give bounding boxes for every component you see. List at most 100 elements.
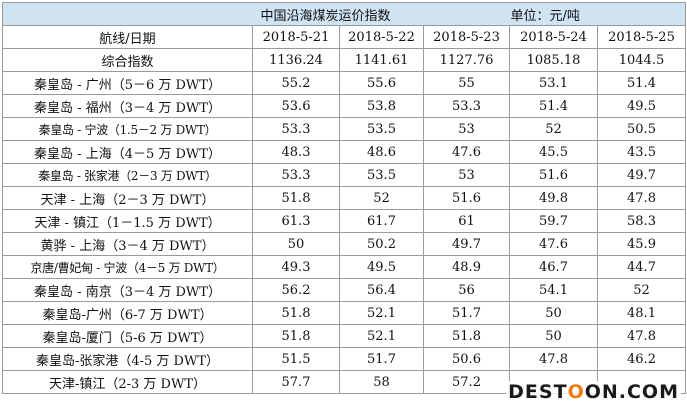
- rate-value: 50: [509, 324, 598, 348]
- route-name: 秦皇岛 - 南京（3－4 万 DWT）: [2, 278, 253, 302]
- table-title: 中国沿海煤炭运价指数: [260, 8, 391, 24]
- table-row: 秦皇岛 - 上海（4－5 万 DWT） 48.3 48.6 47.6 45.5 …: [2, 140, 686, 164]
- rate-value: 53.3: [423, 94, 510, 118]
- route-name: 天津-镇江（2-3 万 DWT）: [2, 370, 253, 394]
- rate-value: 52: [597, 278, 686, 302]
- rate-value: 50.6: [423, 347, 510, 371]
- rate-value: 51.6: [423, 186, 510, 210]
- rate-value: 61.3: [252, 209, 340, 233]
- rate-value: 55.6: [339, 71, 424, 95]
- route-name: 秦皇岛 - 上海（4－5 万 DWT）: [2, 140, 253, 164]
- route-name: 秦皇岛-广州（6-7 万 DWT）: [2, 301, 253, 325]
- rate-value: 46.7: [509, 255, 598, 279]
- rate-value: 51.5: [252, 347, 340, 371]
- rate-value: 49.3: [252, 255, 340, 279]
- unit-label: 单位：元/吨: [510, 8, 580, 24]
- rate-value: 52.1: [339, 301, 424, 325]
- header-row: 航线/日期 2018-5-21 2018-5-22 2018-5-23 2018…: [2, 25, 686, 49]
- rate-value: 53.5: [339, 163, 424, 187]
- composite-index-value: 1085.18: [509, 48, 598, 72]
- rate-value: 47.8: [597, 186, 686, 210]
- rate-value: 51.7: [339, 347, 424, 371]
- route-name: 秦皇岛 - 广州（5－6 万 DWT）: [2, 71, 253, 95]
- rate-value: 48.3: [252, 140, 340, 164]
- rate-value: 58.3: [597, 209, 686, 233]
- route-name: 天津 - 镇江（1－1.5 万 DWT）: [2, 209, 253, 233]
- rate-value: 52: [339, 186, 424, 210]
- route-name: 天津 - 上海（2－3 万 DWT）: [2, 186, 253, 210]
- rate-value: 53.6: [252, 94, 340, 118]
- rate-value: 51.6: [509, 163, 598, 187]
- rate-value: 49.7: [423, 232, 510, 256]
- date-header: 2018-5-22: [339, 25, 424, 49]
- rate-value: 45.9: [597, 232, 686, 256]
- title-cell: 中国沿海煤炭运价指数 单位：元/吨: [252, 2, 686, 26]
- rate-value: 53: [423, 163, 510, 187]
- rate-value: 49.8: [509, 186, 598, 210]
- composite-index-value: 1127.76: [423, 48, 510, 72]
- rate-value: 55: [423, 71, 510, 95]
- composite-index-value: 1136.24: [252, 48, 340, 72]
- watermark-text-accent: O: [567, 381, 585, 403]
- rate-value: 53.1: [509, 71, 598, 95]
- table-row: 秦皇岛 - 宁波（1.5－2 万 DWT） 53.3 53.5 53 52 50…: [2, 117, 686, 141]
- rate-value: 51.8: [252, 301, 340, 325]
- route-name: 秦皇岛 - 张家港（2－3 万 DWT）: [2, 163, 253, 187]
- rate-value: 48.1: [597, 301, 686, 325]
- rate-value: 47.6: [509, 232, 598, 256]
- rate-value: 43.5: [597, 140, 686, 164]
- composite-index-value: 1044.5: [597, 48, 686, 72]
- rate-value: 48.9: [423, 255, 510, 279]
- route-name: 秦皇岛-张家港（4-5 万 DWT）: [2, 347, 253, 371]
- watermark-text-start: DEST: [508, 381, 568, 403]
- composite-index-row: 综合指数 1136.24 1141.61 1127.76 1085.18 104…: [2, 48, 686, 72]
- rate-value: 45.5: [509, 140, 598, 164]
- table-row: 秦皇岛 - 福州（3－4 万 DWT） 53.6 53.8 53.3 51.4 …: [2, 94, 686, 118]
- rate-value: 50.5: [597, 117, 686, 141]
- title-row: 中国沿海煤炭运价指数 单位：元/吨: [2, 2, 686, 26]
- table-row: 秦皇岛 - 张家港（2－3 万 DWT） 53.3 53.5 53 51.6 4…: [2, 163, 686, 187]
- rate-value: 44.7: [597, 255, 686, 279]
- route-name: 黄骅 - 上海（3－4 万 DWT）: [2, 232, 253, 256]
- table-row: 秦皇岛-广州（6-7 万 DWT） 51.8 52.1 51.7 50 48.1: [2, 301, 686, 325]
- title-blank-cell: [2, 2, 253, 26]
- table-row: 秦皇岛-张家港（4-5 万 DWT） 51.5 51.7 50.6 47.8 4…: [2, 347, 686, 371]
- route-date-header: 航线/日期: [2, 25, 253, 49]
- date-header: 2018-5-24: [509, 25, 598, 49]
- rate-value: 52: [509, 117, 598, 141]
- rate-value: 53: [423, 117, 510, 141]
- table-row: 天津 - 镇江（1－1.5 万 DWT） 61.3 61.7 61 59.7 5…: [2, 209, 686, 233]
- rate-value: 57.7: [252, 370, 340, 394]
- rate-value: 48.6: [339, 140, 424, 164]
- rate-value: 47.8: [597, 324, 686, 348]
- rate-value: 61: [423, 209, 510, 233]
- rate-value: 58: [339, 370, 424, 394]
- date-header: 2018-5-23: [423, 25, 510, 49]
- rate-value: 56.4: [339, 278, 424, 302]
- rate-value: 56: [423, 278, 510, 302]
- rate-value: 51.8: [252, 186, 340, 210]
- rate-value: 57.2: [423, 370, 510, 394]
- rate-value: 49.5: [597, 94, 686, 118]
- date-header: 2018-5-21: [252, 25, 340, 49]
- rate-value: 55.2: [252, 71, 340, 95]
- rate-value: 53.5: [339, 117, 424, 141]
- freight-index-sheet: 中国沿海煤炭运价指数 单位：元/吨 航线/日期 2018-5-21 2018-5-…: [2, 2, 686, 394]
- rate-value: 54.1: [509, 278, 598, 302]
- route-name: 秦皇岛-厦门（5-6 万 DWT）: [2, 324, 253, 348]
- rate-value: 47.8: [509, 347, 598, 371]
- rate-value: 51.7: [423, 301, 510, 325]
- rate-value: 61.7: [339, 209, 424, 233]
- date-header: 2018-5-25: [597, 25, 686, 49]
- route-name: 京唐/曹妃甸 - 宁波（4－5 万 DWT）: [2, 255, 253, 279]
- rate-value: 51.4: [597, 71, 686, 95]
- rate-value: 49.5: [339, 255, 424, 279]
- rate-value: 59.7: [509, 209, 598, 233]
- rate-value: 51.8: [252, 324, 340, 348]
- coal-freight-table: 中国沿海煤炭运价指数 单位：元/吨 航线/日期 2018-5-21 2018-5-…: [2, 2, 686, 394]
- rate-value: 49.7: [597, 163, 686, 187]
- rate-value: 53.3: [252, 117, 340, 141]
- site-watermark: DESTOON.COM: [506, 381, 681, 403]
- route-name: 秦皇岛 - 福州（3－4 万 DWT）: [2, 94, 253, 118]
- composite-index-label: 综合指数: [2, 48, 253, 72]
